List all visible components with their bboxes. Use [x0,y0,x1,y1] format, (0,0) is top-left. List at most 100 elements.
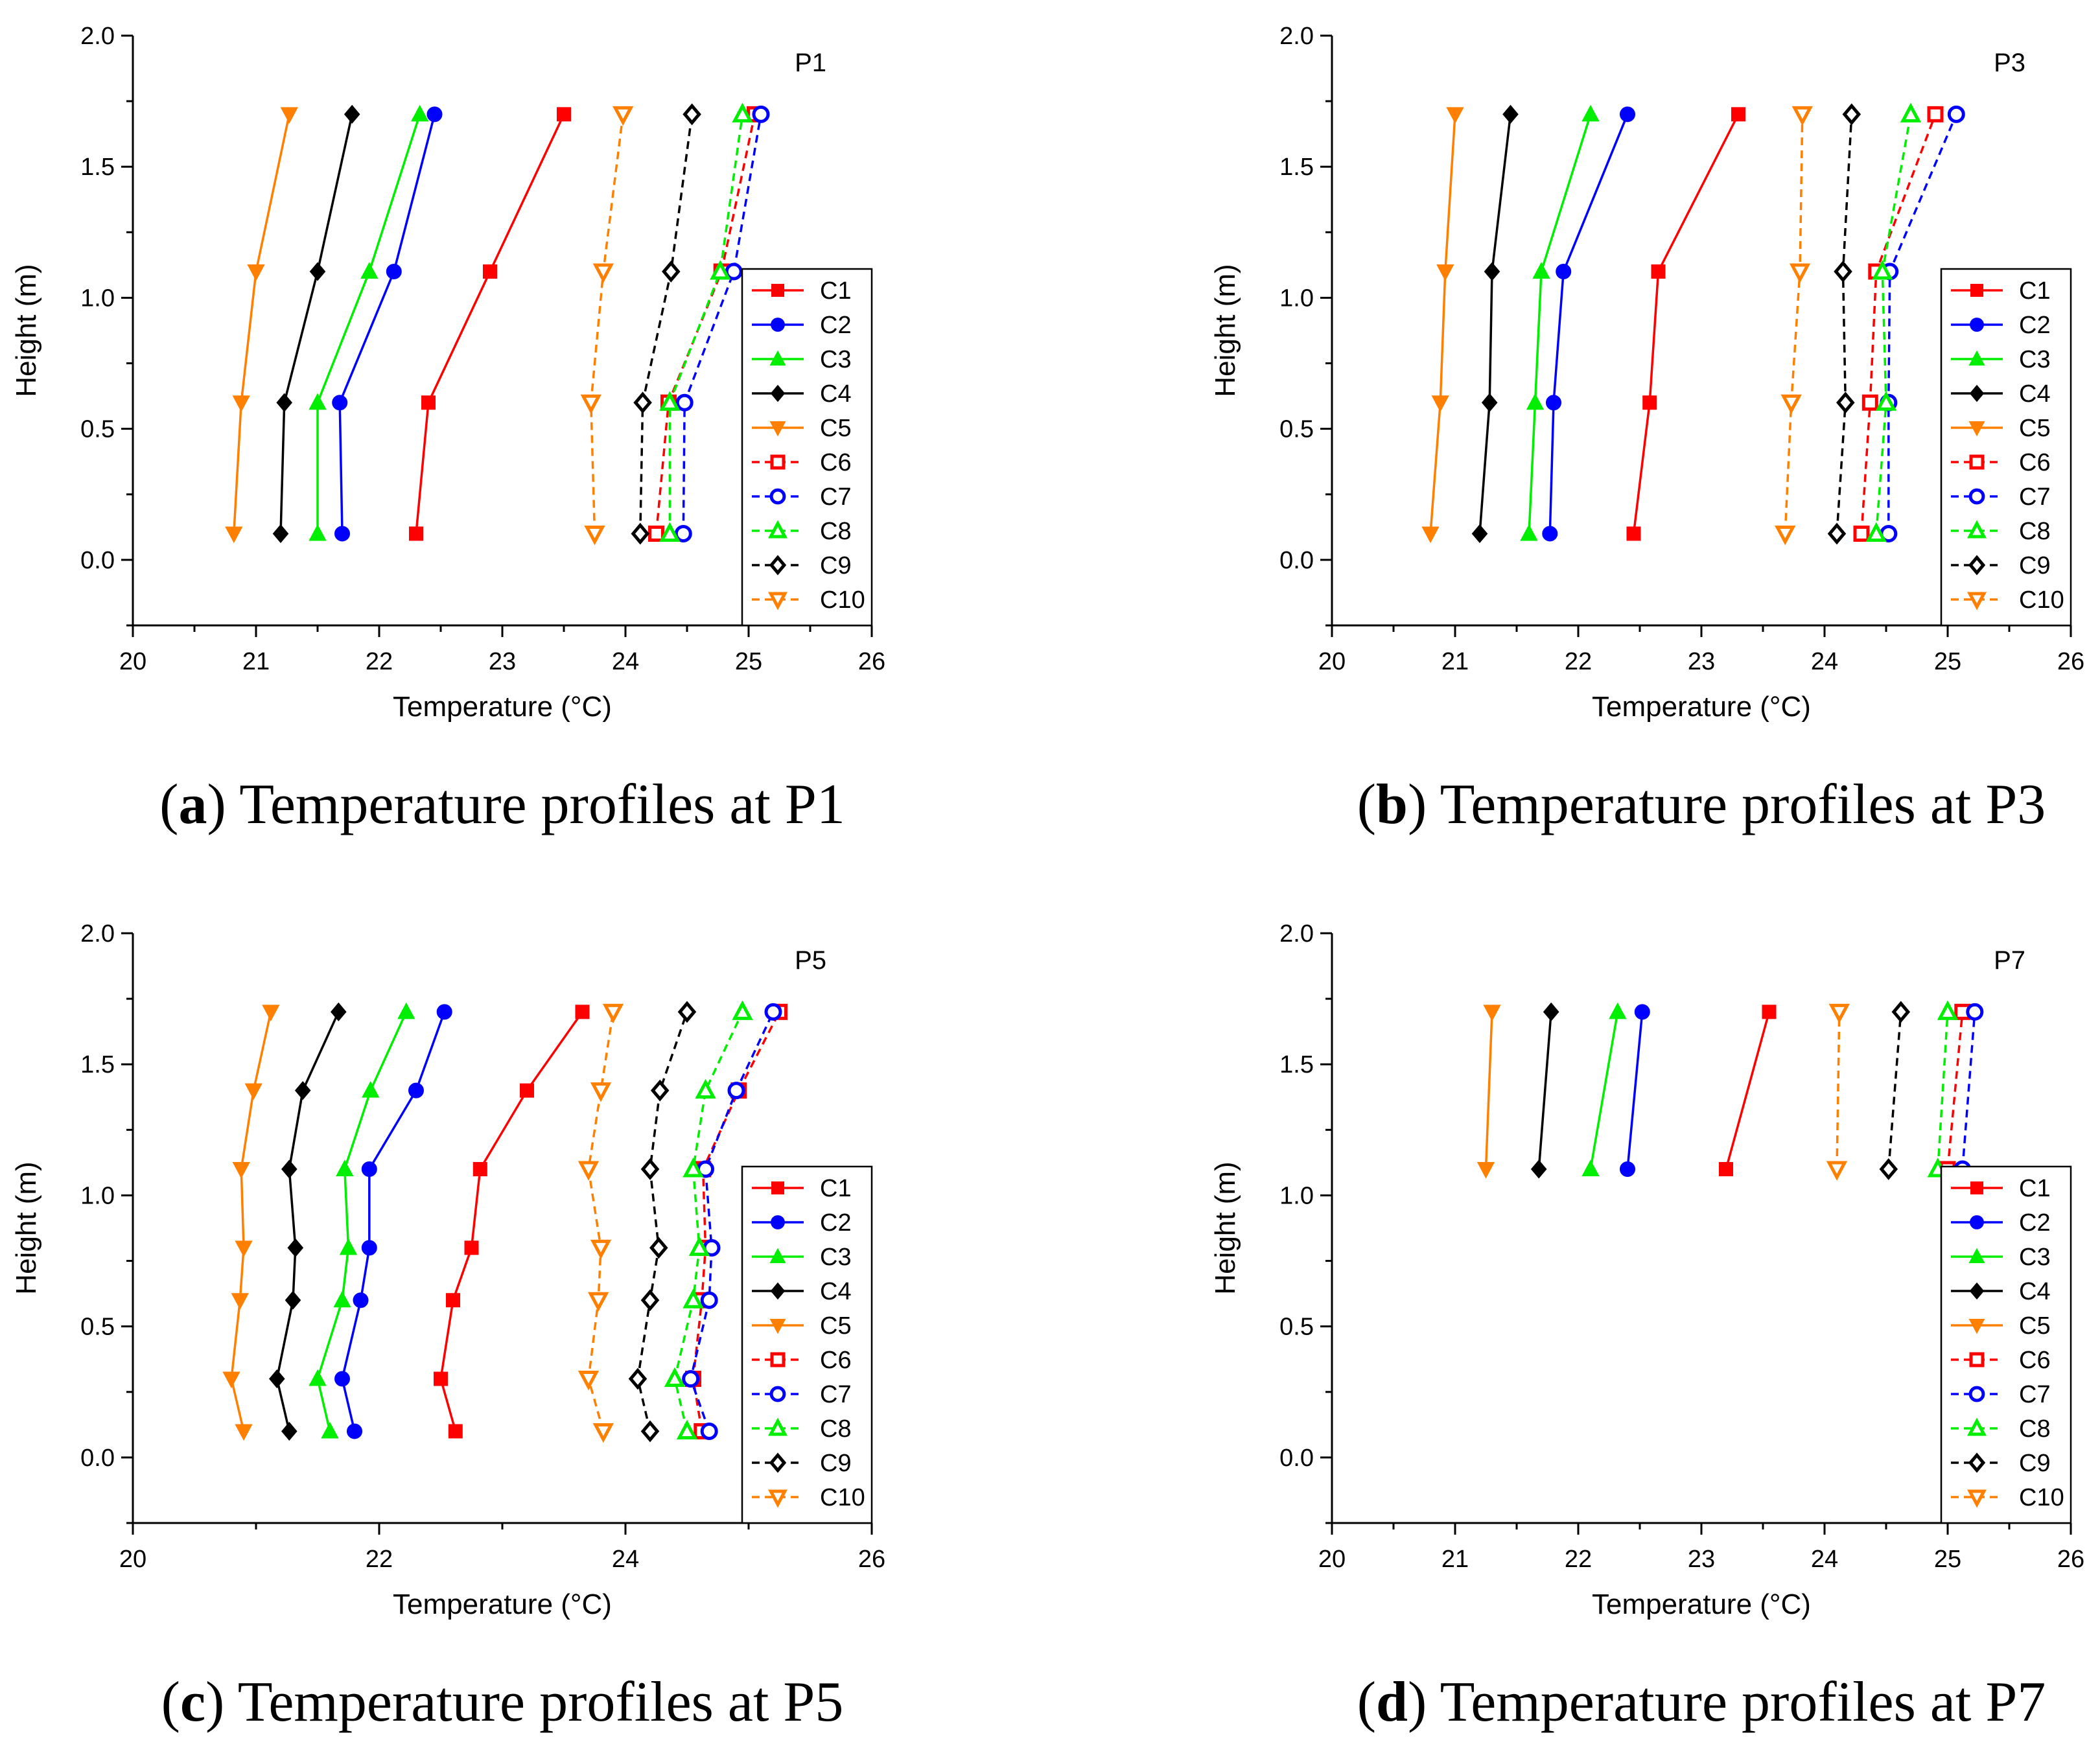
legend-label: C4 [820,1278,852,1305]
legend-marker [771,1215,785,1229]
series-line [233,113,291,534]
x-tick-label: 24 [1811,1546,1838,1573]
legend-marker [1970,284,1983,297]
data-point [1471,524,1488,543]
y-tick-label: 0.0 [80,547,115,574]
legend-label: C7 [2019,1381,2051,1408]
data-point [1436,264,1454,281]
legend-label: C5 [820,1312,852,1340]
legend: C1 C2 C3 C4 C5 C6 C7 C8 C9 C10 [1940,1165,2072,1524]
x-axis-label: Temperature (°C) [393,691,612,723]
legend-label: C8 [820,518,852,545]
y-tick-label: 1.0 [1279,285,1314,312]
legend-label: C3 [2019,346,2051,373]
data-point [1543,1002,1559,1021]
legend-label: C2 [820,312,852,339]
data-point [235,1424,253,1441]
data-point [682,1370,700,1388]
legend-label: C4 [820,380,852,408]
legend-label: C10 [2019,587,2064,614]
panel-label: P1 [795,49,826,77]
series-c4 [272,104,360,543]
x-tick-label: 22 [1565,648,1592,675]
legend-marker [1969,1282,1985,1300]
data-point [472,1162,487,1176]
data-point [1431,395,1449,412]
legend-label: C2 [820,1209,852,1237]
y-tick-label: 1.0 [1279,1182,1314,1209]
caption-letter: c [180,1671,205,1734]
series-c7 [674,105,770,542]
data-point [360,262,379,279]
series-c9 [1879,1001,1911,1180]
data-point [309,393,327,410]
data-point [332,395,348,411]
legend-marker [1967,592,1987,610]
caption-letter: d [1376,1671,1408,1734]
series-line [1478,114,1512,534]
legend-label: C2 [2019,1209,2051,1237]
legend-marker [1968,555,1986,576]
series-c1 [1626,107,1745,541]
series-line [655,113,756,534]
data-point [648,525,664,542]
data-point [575,1005,590,1019]
data-point [408,1082,424,1099]
data-point [1827,522,1847,545]
chart-panel-p3: 20 21 22 23 24 25 26 0.0 0.5 1.0 1.5 2.0 Temperature… [1209,23,2084,836]
series-c9 [631,103,701,545]
data-point [628,1367,648,1390]
data-point [353,1292,369,1308]
legend-box [1940,1165,2072,1524]
data-point [557,107,571,122]
series-c1 [1719,1005,1777,1176]
data-point [1937,1000,1959,1020]
series-line [1860,113,1937,534]
y-axis-label: Height (m) [10,264,42,397]
legend-marker [770,1282,786,1300]
series-line [1946,1012,1964,1170]
series-line [316,113,421,534]
x-tick-label: 23 [489,648,516,675]
series-line [668,114,744,534]
series-line [1484,1012,1493,1170]
legend-box [741,1165,873,1524]
data-point [1842,103,1861,126]
series-line [1875,114,1912,534]
y-tick-label: 0.5 [1279,1314,1314,1341]
data-point [578,1371,600,1391]
legend-label: C10 [2019,1484,2064,1511]
series-line [682,114,762,534]
data-point [1762,1005,1777,1019]
data-point [339,1238,358,1255]
legend-label: C8 [2019,518,2051,545]
x-tick-label: 25 [1934,648,1961,675]
caption-letter: b [1376,773,1408,836]
series-c4 [268,1002,347,1441]
data-point [244,1083,262,1100]
series-c1 [434,1005,590,1439]
data-point [287,1238,304,1257]
series-line [439,1011,583,1432]
data-point [578,1161,600,1181]
data-point [612,106,634,126]
data-point [309,524,327,541]
data-point [409,526,423,541]
data-point [590,1239,612,1260]
x-tick-label: 23 [1688,648,1715,675]
data-point [631,522,650,545]
y-axis-label: Height (m) [1209,1161,1241,1294]
legend-label: C7 [2019,483,2051,511]
data-point [700,1291,718,1309]
data-point [700,1422,718,1440]
series-line [341,1011,446,1432]
legend-label: C10 [820,1484,865,1511]
data-point [344,104,360,124]
series-line [1961,1012,1976,1170]
legend-marker [1970,318,1984,332]
data-point [682,1157,704,1178]
series-c8 [1865,102,1922,542]
data-point [1556,264,1572,279]
data-point [674,524,692,542]
data-point [281,1421,298,1441]
